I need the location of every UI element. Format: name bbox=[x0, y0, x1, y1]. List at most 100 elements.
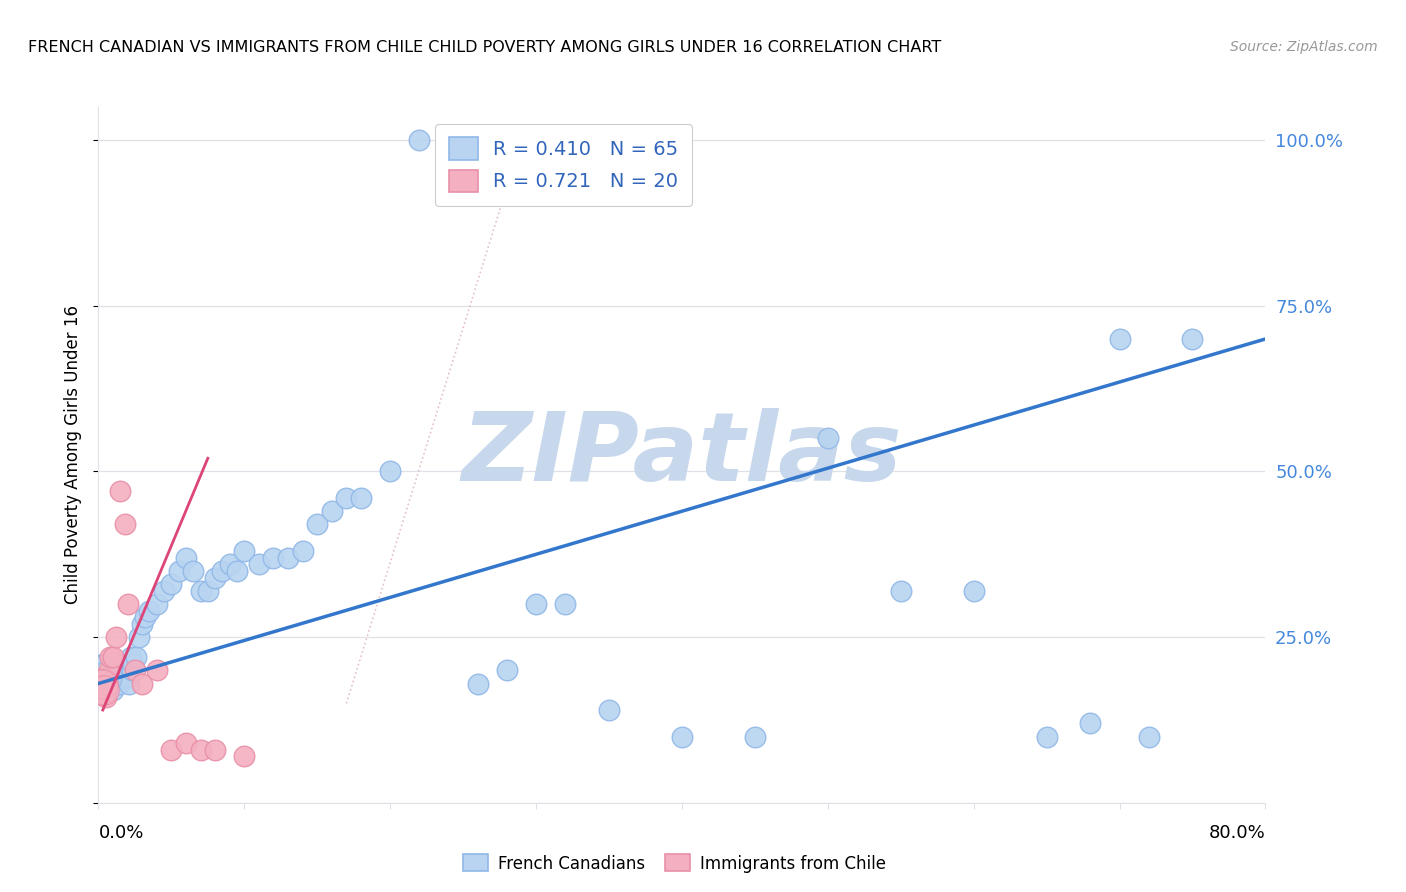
Point bbox=[118, 676, 141, 690]
Point bbox=[94, 663, 117, 677]
Point bbox=[598, 703, 620, 717]
Point bbox=[97, 663, 120, 677]
Point bbox=[204, 743, 226, 757]
Point bbox=[91, 663, 114, 677]
Point bbox=[114, 517, 136, 532]
Point bbox=[211, 564, 233, 578]
Point bbox=[524, 597, 547, 611]
Point bbox=[90, 663, 112, 677]
Point bbox=[160, 743, 183, 757]
Point bbox=[671, 730, 693, 744]
Point bbox=[1080, 716, 1102, 731]
Point bbox=[247, 558, 270, 572]
Point bbox=[128, 630, 150, 644]
Point bbox=[104, 630, 127, 644]
Text: ZIPatlas: ZIPatlas bbox=[461, 409, 903, 501]
Text: 80.0%: 80.0% bbox=[1209, 823, 1265, 842]
Point bbox=[153, 583, 176, 598]
Point bbox=[817, 431, 839, 445]
Point bbox=[105, 670, 128, 684]
Point bbox=[174, 736, 197, 750]
Point bbox=[90, 676, 112, 690]
Point bbox=[94, 663, 117, 677]
Point bbox=[204, 570, 226, 584]
Point bbox=[93, 663, 115, 677]
Point bbox=[96, 670, 118, 684]
Y-axis label: Child Poverty Among Girls Under 16: Child Poverty Among Girls Under 16 bbox=[65, 305, 83, 605]
Point bbox=[104, 663, 127, 677]
Point bbox=[93, 683, 115, 698]
Point bbox=[335, 491, 357, 505]
Point bbox=[110, 484, 132, 499]
Point bbox=[131, 616, 153, 631]
Legend: French Canadians, Immigrants from Chile: French Canadians, Immigrants from Chile bbox=[457, 847, 893, 880]
Point bbox=[197, 583, 219, 598]
Point bbox=[91, 663, 114, 677]
Legend: R = 0.410   N = 65, R = 0.721   N = 20: R = 0.410 N = 65, R = 0.721 N = 20 bbox=[434, 124, 692, 205]
Point bbox=[190, 743, 212, 757]
Point bbox=[101, 650, 124, 665]
Point bbox=[96, 676, 118, 690]
Point bbox=[263, 550, 285, 565]
Point bbox=[496, 663, 519, 677]
Point bbox=[90, 683, 112, 698]
Point bbox=[125, 650, 148, 665]
Point bbox=[226, 564, 249, 578]
Point bbox=[554, 597, 576, 611]
Point bbox=[90, 676, 112, 690]
Point bbox=[138, 604, 160, 618]
Point bbox=[97, 676, 120, 690]
Point bbox=[103, 663, 125, 677]
Point bbox=[437, 133, 460, 147]
Point bbox=[89, 676, 111, 690]
Point bbox=[91, 663, 114, 677]
Point bbox=[277, 550, 299, 565]
Point bbox=[120, 650, 142, 665]
Point bbox=[101, 683, 124, 698]
Point bbox=[124, 663, 146, 677]
Point bbox=[218, 558, 240, 572]
Point bbox=[117, 670, 139, 684]
Point bbox=[93, 670, 115, 684]
Point bbox=[890, 583, 912, 598]
Point bbox=[98, 650, 121, 665]
Point bbox=[100, 676, 122, 690]
Point bbox=[146, 663, 169, 677]
Point bbox=[167, 564, 190, 578]
Point bbox=[380, 465, 402, 479]
Point bbox=[233, 749, 256, 764]
Point bbox=[115, 670, 138, 684]
Point bbox=[134, 610, 156, 624]
Point bbox=[1181, 332, 1204, 346]
Point bbox=[112, 663, 135, 677]
Point bbox=[321, 504, 343, 518]
Point bbox=[91, 676, 114, 690]
Point bbox=[98, 670, 121, 684]
Point bbox=[114, 663, 136, 677]
Point bbox=[96, 670, 118, 684]
Point bbox=[291, 544, 314, 558]
Point bbox=[111, 657, 134, 671]
Point bbox=[408, 133, 430, 147]
Point bbox=[190, 583, 212, 598]
Point bbox=[93, 670, 115, 684]
Point bbox=[744, 730, 766, 744]
Point bbox=[146, 597, 169, 611]
Point bbox=[1108, 332, 1130, 346]
Point bbox=[962, 583, 984, 598]
Point bbox=[181, 564, 204, 578]
Point bbox=[94, 670, 117, 684]
Point bbox=[174, 550, 197, 565]
Point bbox=[467, 676, 489, 690]
Text: Source: ZipAtlas.com: Source: ZipAtlas.com bbox=[1230, 40, 1378, 54]
Point bbox=[110, 670, 132, 684]
Point bbox=[121, 663, 143, 677]
Point bbox=[94, 690, 117, 704]
Point bbox=[1035, 730, 1057, 744]
Point bbox=[131, 676, 153, 690]
Point bbox=[1137, 730, 1160, 744]
Point bbox=[350, 491, 373, 505]
Point bbox=[122, 657, 145, 671]
Point bbox=[233, 544, 256, 558]
Point bbox=[108, 676, 131, 690]
